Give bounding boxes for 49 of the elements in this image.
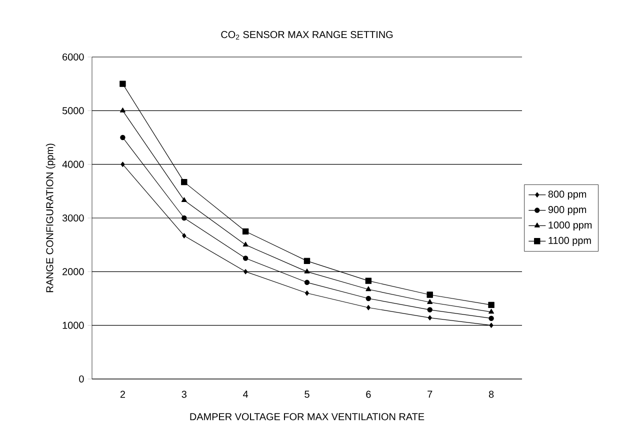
- point: [120, 162, 125, 167]
- point: [120, 108, 126, 112]
- point: [428, 315, 432, 320]
- point: [304, 290, 310, 296]
- point: [488, 302, 494, 308]
- legend-label: 1000 ppm: [548, 222, 592, 231]
- point: [242, 256, 248, 261]
- x-axis-title: DAMPER VOLTAGE FOR MAX VENTILATION RATE: [190, 413, 424, 420]
- chart-title: CO$_{2}$ SENSOR MAX RANGE SETTING: [221, 31, 393, 40]
- point: [426, 292, 433, 298]
- point: [488, 316, 494, 321]
- point: [489, 322, 494, 328]
- y-tick-label: 2000: [62, 268, 84, 276]
- point: [304, 268, 310, 274]
- y-tick-label: 4000: [62, 160, 84, 168]
- point: [244, 269, 248, 274]
- point: [366, 305, 370, 310]
- y-tick-label: 1000: [62, 322, 84, 329]
- x-tick-label: 7: [428, 390, 432, 398]
- point: [365, 278, 372, 284]
- x-tick-label: 2: [120, 390, 125, 398]
- y-tick-label: 3000: [62, 214, 84, 222]
- point: [488, 308, 494, 314]
- point: [427, 299, 433, 304]
- legend-label: 900 ppm: [548, 206, 586, 216]
- y-tick-label: 0: [79, 375, 84, 383]
- point: [366, 296, 372, 302]
- point: [304, 280, 310, 286]
- y-tick-label: 5000: [62, 107, 84, 114]
- x-tick-label: 3: [182, 390, 186, 398]
- x-tick-label: 5: [304, 390, 310, 398]
- point: [427, 307, 432, 312]
- x-tick-label: 8: [488, 390, 494, 398]
- point: [242, 242, 248, 247]
- point: [182, 233, 186, 238]
- point: [242, 228, 249, 235]
- x-tick-label: 4: [243, 390, 248, 398]
- y-axis-title: RANGE CONFIGURATION (ppm): [46, 144, 56, 292]
- y-tick-label: 6000: [62, 53, 84, 61]
- point: [182, 215, 187, 221]
- point: [120, 134, 126, 140]
- point: [181, 197, 187, 202]
- point: [181, 178, 188, 186]
- legend-label: 1100 ppm: [548, 236, 591, 246]
- point: [120, 80, 126, 87]
- point: [304, 258, 310, 264]
- x-tick-label: 6: [366, 390, 371, 398]
- legend-label: 800 ppm: [548, 190, 586, 200]
- point: [366, 286, 372, 292]
